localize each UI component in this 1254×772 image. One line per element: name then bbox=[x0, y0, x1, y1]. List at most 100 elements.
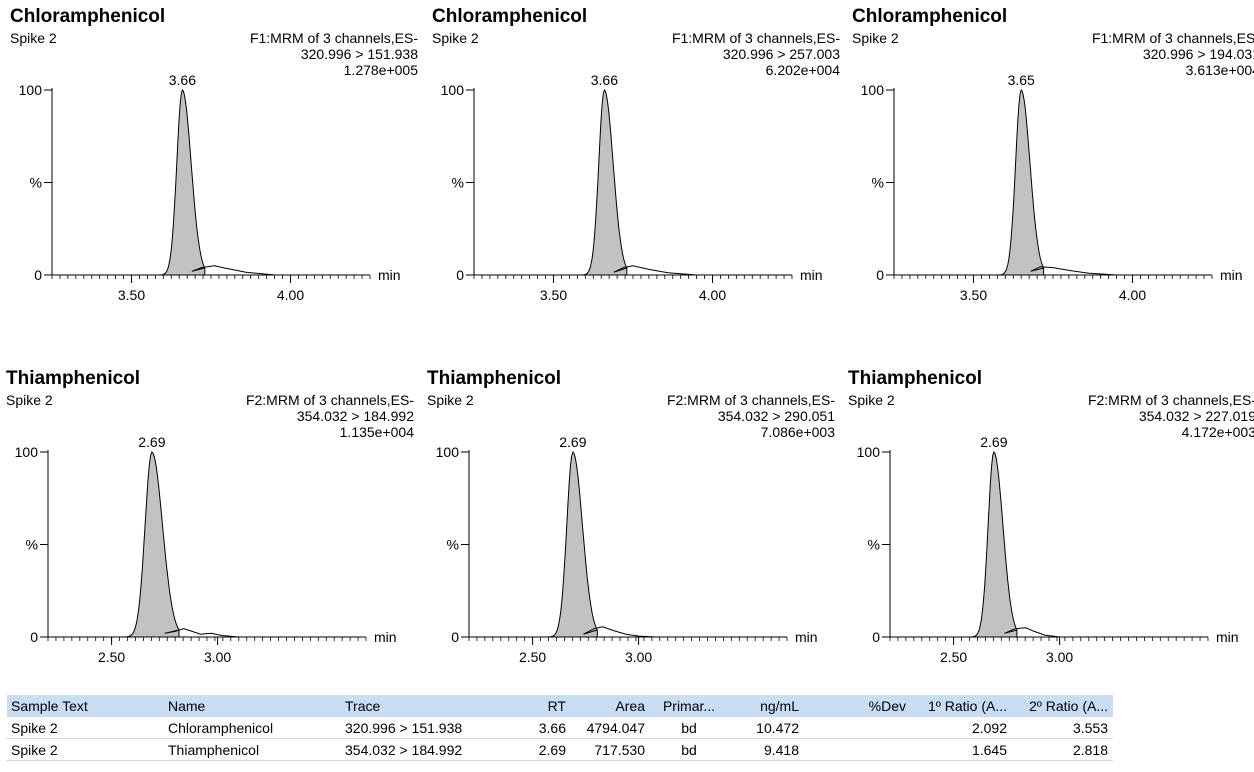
cell-sample-text: Spike 2 bbox=[6, 716, 164, 739]
x-axis-unit: min bbox=[378, 267, 401, 283]
peak-area bbox=[970, 450, 1018, 638]
x-axis-unit: min bbox=[1220, 267, 1243, 283]
cell-ratio-1: 2.092 bbox=[910, 716, 1012, 739]
intensity-label: 3.613e+004 bbox=[1185, 62, 1254, 78]
cell-primary: bd bbox=[649, 738, 729, 761]
y-tick-label: % bbox=[452, 175, 464, 191]
transition-label: 354.032 > 227.019 bbox=[1138, 408, 1254, 424]
function-label: F1:MRM of 3 channels,ES- bbox=[1091, 30, 1254, 46]
sample-label: Spike 2 bbox=[852, 30, 899, 46]
cell-area: 4794.047 bbox=[570, 716, 650, 739]
cell-dev bbox=[803, 716, 911, 739]
col-header-name[interactable]: Name bbox=[163, 694, 341, 717]
chromatogram-panel-6: Thiamphenicol Spike 2 F2:MRM of 3 channe… bbox=[848, 368, 1254, 668]
cell-area: 717.530 bbox=[570, 738, 650, 761]
y-tick-label: 100 bbox=[15, 444, 39, 460]
x-tick-label: 2.50 bbox=[98, 649, 125, 665]
x-tick-label: 3.00 bbox=[204, 649, 231, 665]
intensity-label: 4.172e+003 bbox=[1181, 424, 1254, 440]
compound-title: Chloramphenicol bbox=[432, 6, 588, 27]
intensity-label: 1.135e+004 bbox=[339, 424, 414, 440]
y-tick-label: % bbox=[30, 175, 42, 191]
table-row[interactable]: Spike 2 Thiamphenicol 354.032 > 184.992 … bbox=[6, 738, 1113, 761]
x-tick-label: 3.00 bbox=[625, 649, 652, 665]
cell-ng-ml: 10.472 bbox=[728, 716, 804, 739]
compound-title: Thiamphenicol bbox=[6, 368, 141, 389]
cell-ratio-1: 1.645 bbox=[910, 738, 1012, 761]
function-label: F2:MRM of 3 channels,ES- bbox=[1087, 392, 1254, 408]
y-tick-label: 0 bbox=[456, 267, 464, 283]
peak-area bbox=[581, 88, 628, 276]
col-header-primary[interactable]: Primar... bbox=[649, 694, 729, 717]
cell-dev bbox=[803, 738, 911, 761]
sample-label: Spike 2 bbox=[432, 30, 479, 46]
sample-label: Spike 2 bbox=[848, 392, 895, 408]
table-header-row: Sample Text Name Trace RT Area Primar...… bbox=[6, 694, 1113, 717]
peak-rt-label: 2.69 bbox=[138, 434, 165, 450]
y-tick-label: 100 bbox=[19, 82, 43, 98]
x-axis-unit: min bbox=[795, 629, 818, 645]
peak-rt-label: 3.65 bbox=[1008, 72, 1035, 88]
cell-sample-text: Spike 2 bbox=[6, 738, 164, 761]
x-axis-unit: min bbox=[800, 267, 823, 283]
compound-title: Chloramphenicol bbox=[10, 6, 166, 27]
cell-primary: bd bbox=[649, 716, 729, 739]
cell-trace: 320.996 > 151.938 bbox=[340, 716, 498, 739]
col-header-sample-text[interactable]: Sample Text bbox=[6, 694, 164, 717]
peak-rt-label: 3.66 bbox=[169, 72, 196, 88]
trace-line bbox=[191, 265, 275, 276]
col-header-ratio-1[interactable]: 1º Ratio (A... bbox=[910, 694, 1012, 717]
y-tick-label: 0 bbox=[872, 629, 880, 645]
x-tick-label: 4.00 bbox=[277, 287, 304, 303]
compound-title: Thiamphenicol bbox=[427, 368, 562, 389]
y-tick-label: 0 bbox=[451, 629, 459, 645]
transition-label: 354.032 > 290.051 bbox=[717, 408, 835, 424]
trace-line bbox=[613, 265, 697, 276]
col-header-ng-ml[interactable]: ng/mL bbox=[728, 694, 804, 717]
transition-label: 320.996 > 194.031 bbox=[1142, 46, 1254, 62]
sample-label: Spike 2 bbox=[10, 30, 57, 46]
cell-trace: 354.032 > 184.992 bbox=[340, 738, 498, 761]
col-header-dev[interactable]: %Dev bbox=[803, 694, 911, 717]
cell-ng-ml: 9.418 bbox=[728, 738, 804, 761]
y-tick-label: % bbox=[868, 537, 880, 553]
x-axis-unit: min bbox=[374, 629, 397, 645]
chromatogram-panel-3: Chloramphenicol Spike 2 F1:MRM of 3 chan… bbox=[852, 6, 1254, 306]
transition-label: 320.996 > 151.938 bbox=[300, 46, 418, 62]
intensity-label: 6.202e+004 bbox=[765, 62, 840, 78]
x-tick-label: 4.00 bbox=[1119, 287, 1146, 303]
x-tick-label: 3.50 bbox=[960, 287, 987, 303]
chromatogram-plot: 100% 0 2.50 3.00 min 2.69 bbox=[15, 434, 397, 665]
col-header-ratio-2[interactable]: 2º Ratio (A... bbox=[1011, 694, 1113, 717]
col-header-rt[interactable]: RT bbox=[497, 694, 571, 717]
transition-label: 320.996 > 257.003 bbox=[722, 46, 840, 62]
cell-name: Thiamphenicol bbox=[163, 738, 341, 761]
function-label: F2:MRM of 3 channels,ES- bbox=[666, 392, 835, 408]
results-table: Sample Text Name Trace RT Area Primar...… bbox=[6, 694, 1113, 761]
y-tick-label: 0 bbox=[34, 267, 42, 283]
x-axis-unit: min bbox=[1216, 629, 1239, 645]
chromatogram-panel-2: Chloramphenicol Spike 2 F1:MRM of 3 chan… bbox=[432, 6, 842, 306]
peak-area bbox=[548, 450, 598, 638]
col-header-area[interactable]: Area bbox=[570, 694, 650, 717]
trace-line bbox=[1030, 266, 1117, 276]
table-row[interactable]: Spike 2 Chloramphenicol 320.996 > 151.93… bbox=[6, 716, 1113, 739]
x-tick-label: 3.50 bbox=[540, 287, 567, 303]
trace-line bbox=[583, 626, 656, 638]
peak-area bbox=[159, 88, 206, 276]
intensity-label: 7.086e+003 bbox=[760, 424, 835, 440]
cell-rt: 3.66 bbox=[497, 716, 571, 739]
y-tick-label: 100 bbox=[441, 82, 465, 98]
chromatogram-plot: 100% 0 2.50 3.00 min 2.69 bbox=[857, 434, 1239, 665]
cell-ratio-2: 2.818 bbox=[1011, 738, 1113, 761]
chromatogram-plot: 100% 0 3.50 4.00 min 3.66 bbox=[441, 72, 823, 303]
y-tick-label: 0 bbox=[876, 267, 884, 283]
peak-rt-label: 3.66 bbox=[591, 72, 618, 88]
chromatogram-panel-5: Thiamphenicol Spike 2 F2:MRM of 3 channe… bbox=[427, 368, 837, 668]
x-tick-label: 3.50 bbox=[118, 287, 145, 303]
trace-line bbox=[164, 628, 239, 638]
cell-ratio-2: 3.553 bbox=[1011, 716, 1113, 739]
chromatogram-plot: 100% 0 2.50 3.00 min 2.69 bbox=[436, 434, 818, 665]
col-header-trace[interactable]: Trace bbox=[340, 694, 498, 717]
chromatogram-panel-1: Chloramphenicol Spike 2 F1:MRM of 3 chan… bbox=[10, 6, 420, 306]
